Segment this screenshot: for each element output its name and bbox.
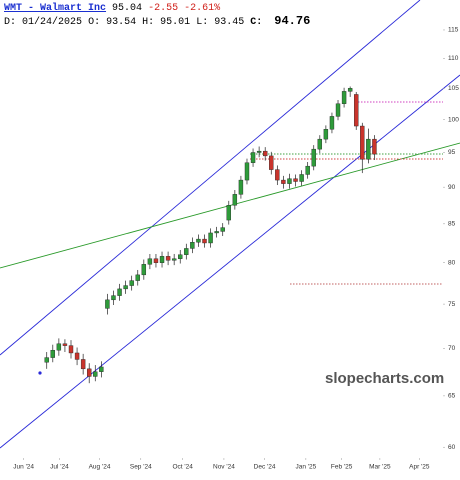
- candle-body: [178, 254, 183, 259]
- marker: [38, 371, 42, 375]
- candle-body: [293, 178, 298, 182]
- candle-body: [250, 152, 256, 163]
- candle-body: [111, 295, 116, 301]
- x-tick-label: Jun '24: [13, 464, 34, 471]
- change: -2.55: [148, 3, 179, 14]
- date: 01/24/2025: [22, 17, 83, 28]
- x-tick-label: Mar '25: [369, 464, 391, 471]
- close: 94.76: [274, 14, 311, 28]
- y-tick-label: 60: [448, 444, 456, 451]
- candle-body: [147, 258, 153, 265]
- candle-body: [129, 280, 134, 286]
- x-tick-label: Oct '24: [172, 464, 193, 471]
- candle-body: [329, 116, 335, 130]
- candle-body: [56, 343, 62, 351]
- candle-body: [141, 264, 147, 276]
- candle-body: [317, 138, 323, 150]
- candle-body: [311, 148, 316, 167]
- candle-body: [99, 366, 104, 372]
- candle-body: [135, 274, 140, 281]
- candle-body: [159, 256, 165, 263]
- y-tick-label: 65: [448, 393, 456, 400]
- close-label: C:: [250, 17, 263, 28]
- candle-body: [202, 238, 207, 244]
- low-label: L:: [196, 17, 209, 28]
- x-tick-label: Jul '24: [50, 464, 69, 471]
- x-tick-label: Sep '24: [130, 464, 152, 471]
- candle-body: [214, 231, 219, 234]
- candle-body: [220, 227, 225, 232]
- candle-body: [105, 299, 110, 309]
- candle-body: [244, 162, 250, 181]
- candle-body: [190, 242, 195, 249]
- y-tick-label: 90: [448, 184, 456, 191]
- candle-body: [262, 150, 268, 157]
- y-tick-label: 75: [448, 301, 456, 308]
- candle-body: [93, 371, 98, 377]
- high: 95.01: [160, 17, 191, 28]
- y-tick-label: 80: [448, 259, 456, 266]
- candle-body: [80, 359, 86, 370]
- candle-body: [165, 256, 171, 261]
- x-tick-label: Jan '25: [295, 464, 316, 471]
- candle-body: [87, 368, 92, 377]
- header: WMT - Walmart Inc 95.04 -2.55 -2.61% D: …: [4, 2, 310, 29]
- candle-body: [323, 129, 329, 140]
- candle-body: [196, 238, 201, 243]
- price: 95.04: [112, 3, 143, 14]
- y-tick-label: 100: [448, 116, 459, 123]
- candle-body: [354, 94, 359, 127]
- watermark: slopecharts.com: [325, 370, 444, 387]
- change-pct: -2.61%: [184, 3, 221, 14]
- y-tick-label: 110: [448, 55, 459, 62]
- candle-body: [275, 169, 280, 181]
- candle-body: [50, 349, 55, 358]
- y-tick-label: 95: [448, 149, 456, 156]
- x-tick-label: Nov '24: [213, 464, 235, 471]
- x-tick-label: Feb '25: [331, 464, 353, 471]
- candle-body: [123, 285, 128, 290]
- candle-body: [372, 138, 377, 155]
- channel-lower: [0, 74, 460, 449]
- candle-body: [226, 205, 231, 221]
- open-label: O:: [88, 17, 101, 28]
- candle-body: [287, 178, 292, 184]
- candle-body: [269, 155, 274, 170]
- candle-body: [347, 88, 353, 92]
- candle-body: [281, 179, 286, 184]
- candle-body: [341, 91, 347, 104]
- candle-body: [299, 174, 304, 182]
- x-tick-label: Dec '24: [254, 464, 276, 471]
- candle-body: [184, 248, 189, 255]
- candle-body: [238, 179, 244, 195]
- candle-body: [44, 357, 49, 363]
- candle-body: [74, 352, 80, 360]
- candle-body: [366, 138, 371, 160]
- candle-body: [305, 165, 310, 175]
- candle-body: [208, 232, 213, 244]
- candle-body: [360, 125, 365, 160]
- candle-body: [171, 258, 177, 261]
- candle-body: [335, 103, 341, 117]
- candle-body: [232, 194, 238, 206]
- candle-body: [68, 345, 74, 354]
- y-tick-label: 115: [448, 27, 459, 34]
- x-tick-label: Apr '25: [409, 464, 430, 471]
- candle-body: [153, 258, 159, 263]
- date-label: D:: [4, 17, 17, 28]
- y-tick-label: 85: [448, 221, 456, 228]
- y-tick-label: 70: [448, 345, 456, 352]
- x-tick-label: Aug '24: [89, 464, 111, 471]
- candle-body: [117, 288, 122, 296]
- y-tick-label: 105: [448, 85, 459, 92]
- high-label: H:: [142, 17, 155, 28]
- low: 93.45: [214, 17, 245, 28]
- candle-body: [62, 343, 68, 346]
- chart-title: WMT - Walmart Inc: [4, 3, 107, 14]
- channel-upper: [0, 0, 421, 356]
- open: 93.54: [106, 17, 137, 28]
- candle-body: [256, 150, 262, 153]
